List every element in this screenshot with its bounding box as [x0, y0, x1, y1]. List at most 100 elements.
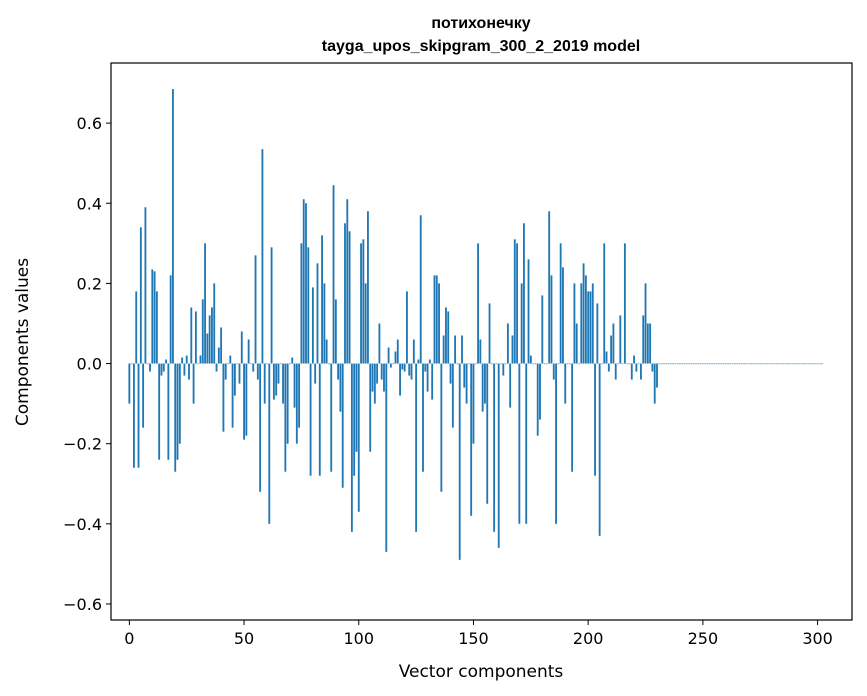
bar — [302, 199, 305, 364]
bar — [323, 283, 326, 364]
bar — [704, 363, 707, 365]
bar — [768, 363, 771, 365]
bar — [646, 323, 649, 364]
bar — [493, 363, 496, 532]
bar — [220, 327, 223, 364]
bar — [727, 363, 730, 365]
bar — [550, 275, 553, 364]
bar — [146, 363, 149, 365]
bar — [178, 363, 181, 444]
bar — [640, 363, 642, 380]
bar — [736, 363, 739, 365]
bar — [766, 363, 769, 365]
bar — [564, 363, 567, 404]
bar — [247, 339, 250, 364]
bar — [385, 363, 388, 552]
bar — [653, 363, 656, 404]
bar — [362, 239, 365, 364]
x-axis-ticks: 0 50 100 150 200 250 300 — [124, 620, 833, 648]
bar — [532, 363, 535, 365]
y-tick-label: −0.2 — [63, 435, 102, 454]
bar — [410, 363, 413, 380]
bar — [660, 363, 663, 365]
bar — [738, 363, 741, 365]
bar — [541, 295, 544, 364]
bar — [539, 363, 541, 420]
bar — [465, 363, 468, 404]
y-axis-label: Components values — [13, 258, 33, 426]
bar — [630, 363, 633, 380]
bar — [812, 363, 814, 365]
bar — [188, 363, 190, 380]
bar — [617, 363, 619, 365]
bar — [176, 363, 179, 460]
bar — [394, 351, 397, 364]
bar — [208, 315, 211, 364]
bar — [348, 231, 351, 364]
bar — [692, 363, 695, 365]
bar — [151, 269, 154, 364]
y-axis-ticks: −0.6 −0.4 −0.2 0.0 0.2 0.4 0.6 — [63, 114, 111, 614]
bar — [318, 363, 321, 476]
bar — [144, 207, 147, 364]
bar — [623, 243, 626, 364]
bar — [775, 363, 778, 365]
bar — [477, 243, 479, 364]
bar — [729, 363, 732, 365]
x-axis-label: Vector components — [399, 662, 564, 682]
bar — [183, 363, 186, 376]
bar — [674, 363, 677, 365]
bar — [325, 339, 328, 364]
bar — [798, 363, 801, 365]
bar — [614, 363, 617, 380]
bar — [286, 363, 289, 444]
bar — [637, 363, 640, 365]
bar — [137, 363, 140, 468]
bar — [763, 363, 766, 365]
bar — [706, 363, 709, 365]
bar — [672, 363, 674, 365]
bar — [194, 311, 197, 364]
bar — [481, 363, 484, 412]
bar — [295, 363, 298, 444]
bar — [536, 363, 539, 436]
chart-title-line1: потихонечку — [431, 15, 530, 32]
bar — [399, 363, 401, 396]
bar — [392, 363, 395, 365]
bar — [757, 363, 759, 365]
bar — [502, 363, 505, 376]
bar — [665, 363, 668, 365]
bar — [747, 363, 750, 365]
bar — [527, 259, 530, 364]
bar — [731, 363, 734, 365]
bar — [279, 363, 282, 365]
bar — [777, 363, 780, 365]
bar — [422, 363, 424, 472]
bar — [667, 363, 670, 365]
bar — [403, 363, 406, 372]
bar — [449, 363, 452, 384]
bar — [431, 363, 434, 400]
y-tick-label: 0.4 — [77, 194, 102, 213]
bar — [516, 243, 518, 364]
bar — [332, 185, 335, 364]
bar — [442, 335, 445, 364]
bar — [233, 363, 236, 396]
bar — [649, 323, 652, 364]
bar — [784, 363, 787, 365]
bar — [227, 363, 229, 365]
bar — [786, 363, 789, 365]
bar — [396, 339, 399, 364]
bar — [293, 363, 296, 408]
bar — [545, 363, 548, 365]
bar — [552, 363, 555, 380]
bar — [412, 339, 415, 364]
bar — [369, 363, 372, 452]
bar — [236, 363, 239, 365]
bar — [582, 263, 585, 364]
bar — [662, 363, 665, 365]
bar — [128, 363, 131, 404]
bar — [575, 323, 578, 364]
bar — [683, 363, 686, 365]
y-tick-label: −0.6 — [63, 595, 102, 614]
